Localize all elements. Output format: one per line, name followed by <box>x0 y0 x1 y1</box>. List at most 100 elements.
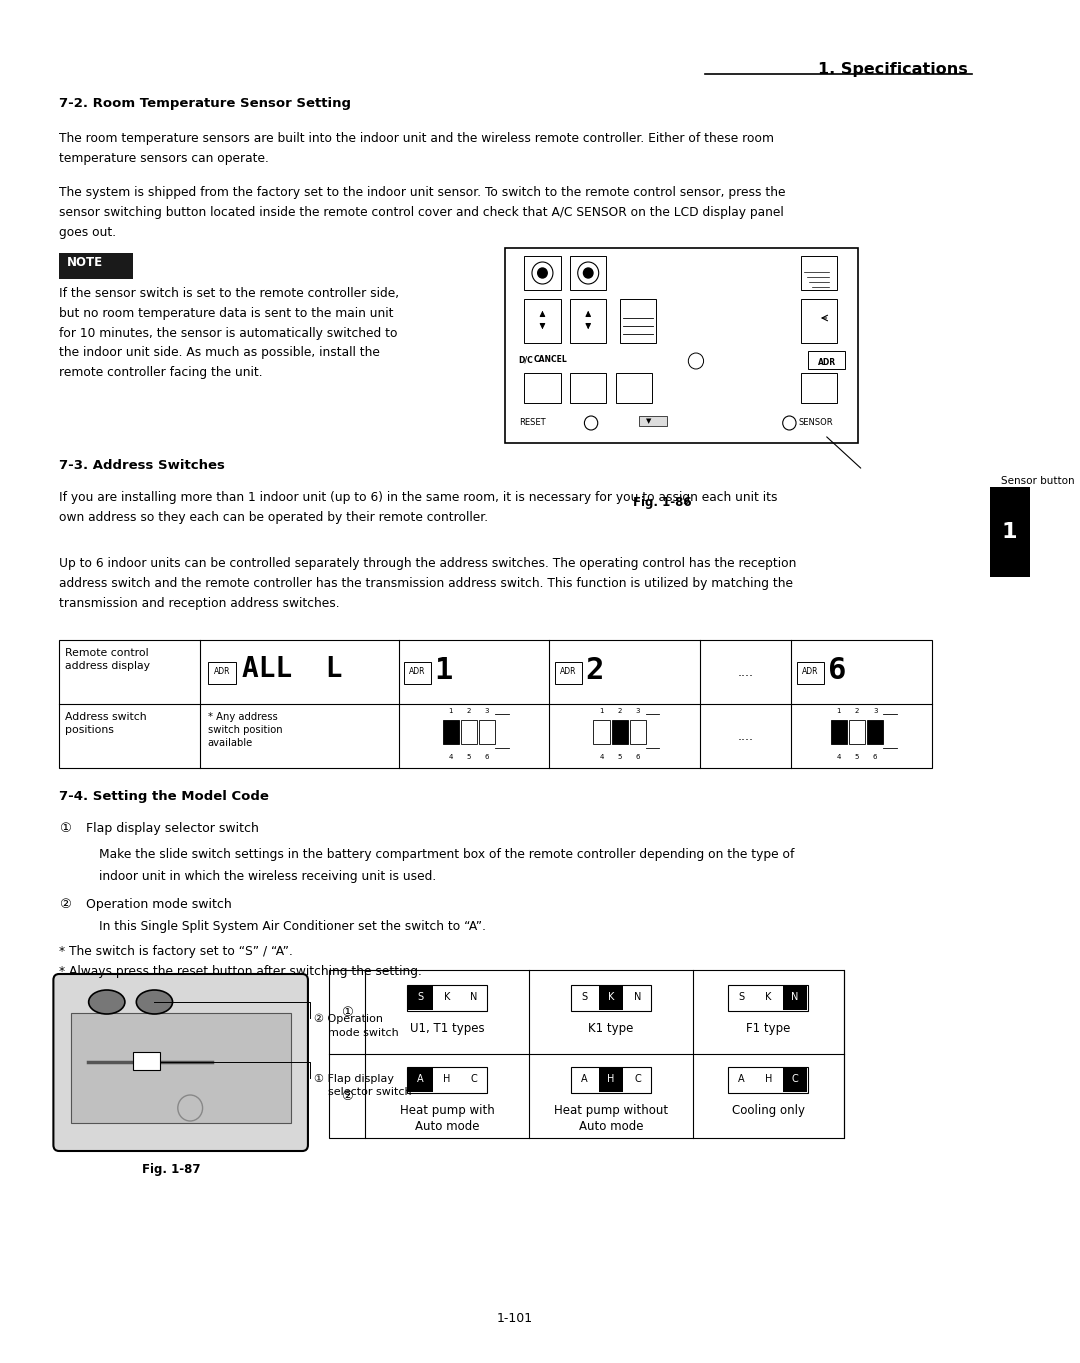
Bar <box>207 662 237 684</box>
Text: A: A <box>417 1074 423 1084</box>
Text: 4: 4 <box>837 754 841 761</box>
Text: S: S <box>581 992 588 1002</box>
Circle shape <box>583 269 593 278</box>
Text: 1: 1 <box>599 707 604 714</box>
Bar <box>404 662 431 684</box>
Bar <box>525 373 561 403</box>
Text: 2: 2 <box>855 707 860 714</box>
Bar <box>831 720 847 744</box>
Text: 6: 6 <box>635 754 640 761</box>
Bar <box>59 254 134 279</box>
Bar <box>800 373 837 403</box>
Text: C: C <box>792 1074 798 1084</box>
Text: 2: 2 <box>618 707 622 714</box>
Text: ADR: ADR <box>409 667 426 676</box>
Text: A: A <box>739 1074 745 1084</box>
Text: 1: 1 <box>448 707 454 714</box>
Text: Heat pump with
Auto mode: Heat pump with Auto mode <box>400 1104 495 1134</box>
Text: If the sensor switch is set to the remote controller side,
but no room temperatu: If the sensor switch is set to the remot… <box>59 288 400 379</box>
Text: K: K <box>766 992 771 1002</box>
Text: The system is shipped from the factory set to the indoor unit sensor. To switch : The system is shipped from the factory s… <box>59 185 785 239</box>
Text: * Any address
switch position
available: * Any address switch position available <box>207 711 283 748</box>
Bar <box>989 487 1029 577</box>
Text: 1: 1 <box>1002 522 1017 542</box>
Bar <box>728 1067 809 1093</box>
Text: ②: ② <box>341 1089 353 1103</box>
Bar <box>630 720 646 744</box>
Bar <box>407 1067 487 1093</box>
Bar <box>525 298 561 343</box>
FancyBboxPatch shape <box>53 975 308 1150</box>
Bar <box>555 662 581 684</box>
Text: ADR: ADR <box>802 667 819 676</box>
Text: CANCEL: CANCEL <box>534 354 568 364</box>
Text: ADR: ADR <box>559 667 577 676</box>
Text: RESET: RESET <box>518 418 545 427</box>
Text: H: H <box>765 1074 772 1084</box>
Text: ①: ① <box>59 822 71 836</box>
Text: 1. Specifications: 1. Specifications <box>818 61 968 76</box>
Text: Flap display selector switch: Flap display selector switch <box>85 822 259 836</box>
Bar <box>70 1013 291 1123</box>
Text: ②: ② <box>59 898 71 910</box>
Bar <box>134 1052 160 1070</box>
Bar <box>800 298 837 343</box>
Text: If you are installing more than 1 indoor unit (up to 6) in the same room, it is : If you are installing more than 1 indoor… <box>59 491 778 523</box>
Bar <box>461 720 477 744</box>
Text: Cooling only: Cooling only <box>732 1104 805 1118</box>
Bar <box>408 985 433 1010</box>
Bar <box>620 298 656 343</box>
Bar <box>783 1069 808 1092</box>
Text: Sensor button: Sensor button <box>1001 476 1075 487</box>
Text: K: K <box>608 992 615 1002</box>
Text: 6: 6 <box>873 754 877 761</box>
Text: S: S <box>739 992 745 1002</box>
Bar <box>329 970 843 1138</box>
Text: 3: 3 <box>485 707 489 714</box>
Text: H: H <box>444 1074 450 1084</box>
Text: 2: 2 <box>585 656 604 684</box>
Text: indoor unit in which the wireless receiving unit is used.: indoor unit in which the wireless receiv… <box>99 870 436 883</box>
Text: C: C <box>634 1074 642 1084</box>
Bar <box>728 985 809 1011</box>
Text: 1: 1 <box>837 707 841 714</box>
Bar <box>638 416 667 427</box>
Text: Address switch
positions: Address switch positions <box>65 711 147 735</box>
Bar <box>598 985 623 1010</box>
Text: In this Single Split System Air Conditioner set the switch to “A”.: In this Single Split System Air Conditio… <box>99 920 486 934</box>
Text: 7-3. Address Switches: 7-3. Address Switches <box>59 459 225 472</box>
Bar <box>598 1069 623 1092</box>
Text: 7-2. Room Temperature Sensor Setting: 7-2. Room Temperature Sensor Setting <box>59 97 351 110</box>
Circle shape <box>538 269 548 278</box>
Bar <box>867 720 883 744</box>
Bar <box>611 720 627 744</box>
Text: S: S <box>417 992 423 1002</box>
Text: U1, T1 types: U1, T1 types <box>409 1022 485 1035</box>
Text: NOTE: NOTE <box>67 256 103 269</box>
Text: Heat pump without
Auto mode: Heat pump without Auto mode <box>554 1104 669 1134</box>
Text: Up to 6 indoor units can be controlled separately through the address switches. : Up to 6 indoor units can be controlled s… <box>59 557 796 609</box>
Bar <box>800 256 837 290</box>
Text: 1-101: 1-101 <box>497 1313 532 1325</box>
Bar <box>525 256 561 290</box>
Text: The room temperature sensors are built into the indoor unit and the wireless rem: The room temperature sensors are built i… <box>59 132 774 165</box>
Bar <box>571 1067 651 1093</box>
Text: 1: 1 <box>435 656 454 684</box>
Ellipse shape <box>89 990 125 1014</box>
Text: 4: 4 <box>599 754 604 761</box>
Text: N: N <box>470 992 477 1002</box>
Text: 6: 6 <box>485 754 489 761</box>
Bar <box>570 298 606 343</box>
Ellipse shape <box>136 990 173 1014</box>
Bar <box>443 720 459 744</box>
Text: F1 type: F1 type <box>746 1022 791 1035</box>
Bar <box>797 662 824 684</box>
Bar <box>407 985 487 1011</box>
Text: Operation mode switch: Operation mode switch <box>85 898 231 910</box>
Text: 5: 5 <box>467 754 471 761</box>
Bar <box>480 720 496 744</box>
Bar <box>570 256 606 290</box>
Text: Make the slide switch settings in the battery compartment box of the remote cont: Make the slide switch settings in the ba… <box>99 848 795 861</box>
Text: Fig. 1-87: Fig. 1-87 <box>141 1163 201 1176</box>
Text: 3: 3 <box>873 707 877 714</box>
